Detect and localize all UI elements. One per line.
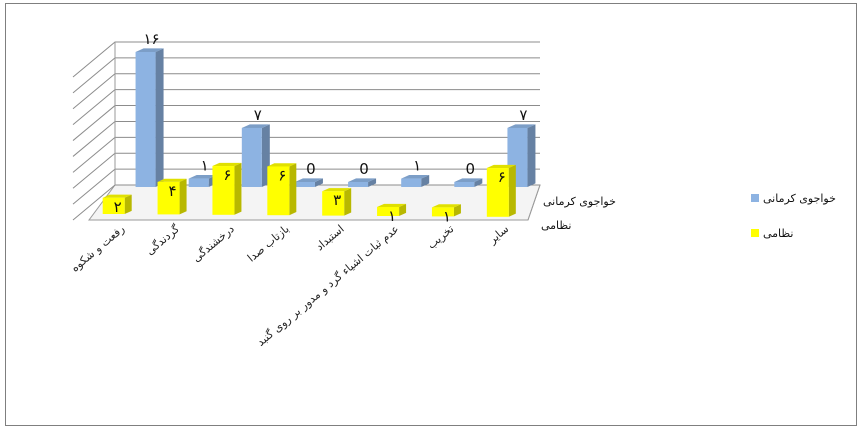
bar-back-2	[241, 124, 270, 187]
bar-front-0-top	[102, 194, 132, 198]
series-axis-line	[527, 184, 541, 221]
series-axis-label-back: خواجوی کرمانی	[543, 195, 616, 208]
bar-back-6-top	[454, 178, 483, 182]
bar-front-6	[431, 204, 461, 217]
bar-back-4-front	[348, 182, 369, 187]
bar-back-3	[294, 178, 323, 187]
bar-back-7-top	[507, 124, 536, 128]
label-back-1: ۱	[201, 157, 209, 175]
bar-back-3-top	[294, 178, 323, 182]
front-series-bars	[102, 162, 516, 217]
category-label-2: درخشندگی	[190, 222, 237, 264]
bar-back-0-top	[135, 48, 164, 52]
bar-front-2-side	[234, 162, 242, 215]
bar-back-6-front	[454, 182, 475, 187]
bar-back-1-front	[188, 178, 209, 187]
bar-front-3	[267, 163, 297, 216]
bar-back-4-side	[368, 178, 377, 187]
bar-front-2-top	[212, 162, 242, 167]
category-label-3: بازتاب صدا	[245, 222, 292, 264]
bar-front-5-front	[377, 207, 400, 216]
label-front-0: ۲	[114, 198, 122, 216]
bar-back-5-side	[421, 174, 430, 187]
label-front-1: ۴	[169, 182, 177, 200]
bar-front-2	[212, 162, 242, 215]
bar-back-3-side	[314, 178, 323, 187]
bar-front-0-front	[102, 197, 125, 214]
category-label-6: تخریب	[425, 222, 456, 251]
bar-back-5-top	[401, 174, 430, 179]
bar-front-1	[157, 178, 187, 215]
label-front-3: ۶	[278, 166, 286, 184]
category-label-0: رفعت و شکوه	[68, 222, 127, 274]
bar-front-3-side	[289, 163, 297, 216]
bar-back-2-top	[241, 124, 270, 128]
bar-front-6-front	[431, 207, 454, 217]
bar-back-6-side	[474, 178, 483, 187]
bar-back-0	[135, 48, 164, 188]
bar-front-5-side	[399, 203, 407, 216]
label-back-5: ۱	[413, 157, 421, 175]
bar-back-7-side	[527, 124, 536, 187]
legend-label-0: خواجوی کرمانی	[763, 192, 836, 205]
bar-back-5-front	[401, 178, 422, 187]
label-back-0: ۱۶	[144, 30, 160, 48]
bar-front-7-front	[486, 168, 509, 217]
label-front-4: ۳	[333, 191, 341, 209]
category-label-7: سایر	[485, 222, 511, 247]
bar-front-1-top	[157, 178, 187, 182]
bar-back-2-front	[241, 127, 262, 187]
series-axis: خواجوی کرمانی نظامی	[527, 184, 616, 232]
legend-swatch-1	[751, 229, 759, 237]
bar-back-6	[454, 178, 483, 187]
bar-front-5-top	[377, 203, 407, 207]
bar-front-3-top	[267, 163, 297, 167]
bar-front-3-front	[267, 166, 290, 216]
label-front-2: ۶	[223, 166, 231, 184]
bar-front-4	[322, 188, 352, 216]
label-front-6: ۱	[443, 207, 451, 225]
bar-front-7	[486, 164, 516, 217]
bar-back-5	[401, 174, 430, 187]
back-series-bars	[135, 48, 536, 188]
bar-front-4-front	[322, 191, 345, 216]
bar-back-0-side	[155, 48, 164, 188]
label-back-7: ۷	[519, 106, 527, 124]
bar-front-4-side	[344, 188, 352, 216]
label-front-5: ۱	[388, 207, 396, 225]
bar-front-7-top	[486, 164, 516, 169]
category-axis: رفعت و شکوه گردندگی درخشندگی بازتاب صدا استب…	[68, 222, 511, 349]
bar-front-5	[377, 203, 407, 216]
bar-back-4	[348, 178, 377, 187]
legend-swatch-0	[751, 194, 759, 202]
category-label-4: استبداد	[313, 222, 346, 253]
chart-gridlines	[72, 41, 541, 221]
bar-front-0	[102, 194, 132, 214]
bar-front-2-front	[212, 166, 235, 215]
bar-back-3-front	[294, 182, 315, 187]
label-back-4: 0	[359, 160, 369, 178]
series-axis-label-front: نظامی	[541, 219, 572, 232]
chart-floor	[88, 184, 541, 221]
bar-front-6-top	[431, 204, 461, 208]
label-back-2: ۷	[254, 106, 262, 124]
legend-label-1: نظامی	[763, 227, 794, 240]
bar-back-0-front	[135, 52, 156, 187]
bar-front-1-front	[157, 181, 180, 215]
bar-front-1-side	[179, 178, 187, 215]
category-label-1: گردندگی	[143, 222, 182, 258]
bar-front-7-side	[508, 164, 516, 217]
bar-back-4-top	[348, 178, 377, 182]
label-back-3: 0	[306, 160, 316, 178]
label-front-7: ۶	[498, 168, 506, 186]
bar-back-1-top	[188, 174, 217, 179]
label-back-6: 0	[466, 160, 476, 178]
legend: خواجوی کرمانی نظامی	[751, 192, 836, 240]
bar-front-4-top	[322, 188, 352, 192]
bar-front-0-side	[124, 194, 132, 214]
bar-front-6-side	[453, 204, 461, 217]
